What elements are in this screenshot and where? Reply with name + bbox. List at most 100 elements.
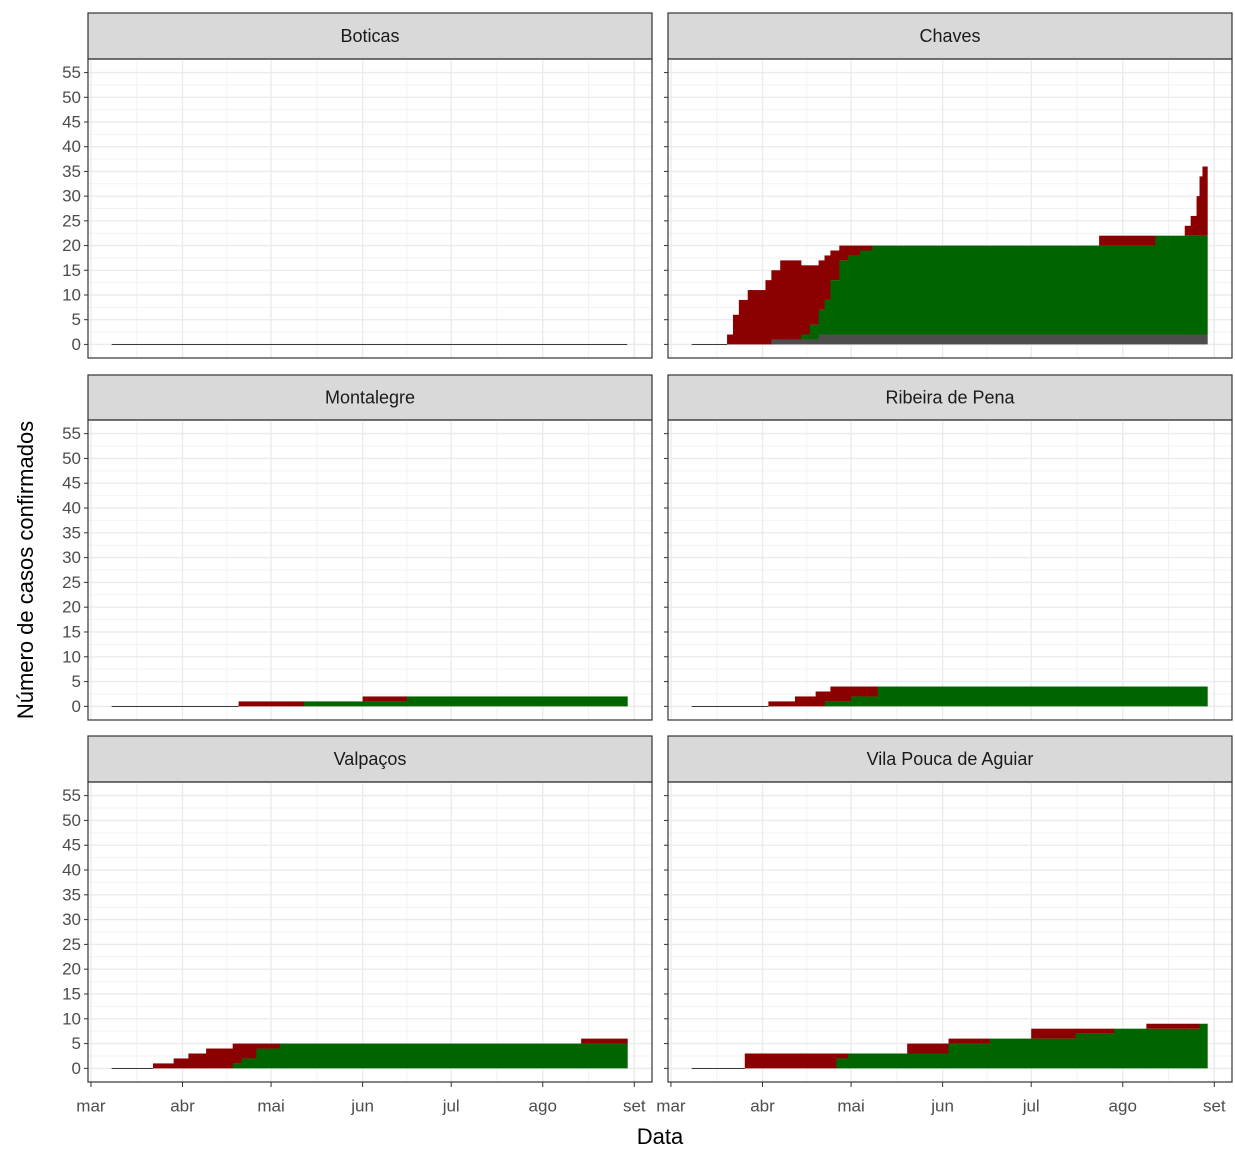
area-step — [1199, 334, 1203, 345]
y-tick-label: 0 — [72, 1059, 81, 1078]
area-step — [232, 1043, 243, 1064]
panel-border — [87, 419, 653, 721]
area-step — [581, 1038, 626, 1044]
y-tick-label: 0 — [72, 697, 81, 716]
area-step — [1202, 235, 1206, 335]
y-tick-label: 50 — [62, 811, 81, 830]
area-step — [256, 1043, 281, 1049]
area-step — [406, 696, 626, 707]
area-step — [1199, 1023, 1206, 1069]
y-tick-label: 10 — [62, 1009, 81, 1028]
y-tick-label: 20 — [62, 236, 81, 255]
y-tick-label: 40 — [62, 499, 81, 518]
area-step — [824, 691, 831, 702]
y-tick-label: 15 — [62, 984, 81, 1003]
area-step — [188, 1053, 207, 1069]
area-step — [771, 339, 781, 345]
area-step — [1099, 334, 1156, 345]
area-step — [1202, 334, 1206, 345]
area-step — [851, 696, 879, 707]
area-step — [871, 334, 1100, 345]
area-step — [1190, 235, 1198, 335]
area-step — [948, 1038, 991, 1044]
x-tick-label: ago — [529, 1096, 557, 1115]
area-step — [1146, 1028, 1201, 1069]
area-step — [871, 245, 1100, 335]
area-step — [780, 260, 802, 340]
area-step — [747, 290, 766, 345]
area-step — [839, 260, 849, 335]
area-step — [241, 1043, 257, 1059]
x-tick-label: jun — [930, 1096, 954, 1115]
area-step — [1190, 215, 1198, 236]
area-step — [818, 309, 826, 335]
area-step — [238, 701, 305, 707]
area-step — [907, 1053, 950, 1069]
area-step — [1196, 334, 1201, 345]
area-step — [1075, 1033, 1115, 1069]
area-step — [859, 334, 873, 345]
strip — [667, 12, 1233, 60]
y-tick-label: 55 — [62, 786, 81, 805]
area-step — [824, 299, 831, 335]
area-step — [1199, 235, 1203, 335]
area-step — [859, 250, 873, 335]
area-step — [1184, 225, 1192, 236]
area-step — [1196, 196, 1201, 236]
facet-title: Ribeira de Pena — [885, 387, 1015, 407]
area-step — [1099, 235, 1156, 246]
area-step — [1190, 334, 1198, 345]
y-tick-label: 40 — [62, 137, 81, 156]
area-step — [727, 334, 734, 345]
area-step — [948, 1043, 991, 1069]
area-step — [824, 334, 831, 345]
area-step — [1199, 176, 1203, 236]
area-step — [1202, 166, 1206, 236]
area-step — [800, 339, 811, 345]
area-step — [1205, 686, 1208, 707]
area-step — [1099, 245, 1156, 335]
area-step — [848, 255, 861, 335]
strip — [87, 12, 653, 60]
y-tick-label: 15 — [62, 622, 81, 641]
area-step — [839, 334, 849, 345]
y-tick-label: 10 — [62, 285, 81, 304]
area-step — [362, 701, 408, 707]
y-tick-label: 30 — [62, 548, 81, 567]
area-step — [581, 1043, 626, 1069]
area-step — [232, 1063, 243, 1069]
area-step — [1205, 235, 1208, 335]
panel-border — [667, 781, 1233, 1083]
area-step — [362, 696, 408, 702]
area-step — [848, 334, 861, 345]
y-tick-label: 50 — [62, 449, 81, 468]
x-tick-label: set — [1203, 1096, 1226, 1115]
area-step — [824, 255, 831, 300]
facet-title: Boticas — [340, 26, 399, 46]
facet-title: Montalegre — [325, 387, 415, 407]
y-tick-label: 55 — [62, 63, 81, 82]
area-step — [859, 245, 873, 251]
x-tick-label: jun — [350, 1096, 374, 1115]
y-tick-label: 40 — [62, 861, 81, 880]
area-step — [1155, 235, 1186, 335]
area-step — [1155, 334, 1186, 345]
area-step — [848, 245, 861, 256]
area-step — [1184, 334, 1192, 345]
area-step — [824, 701, 831, 707]
area-step — [765, 280, 772, 345]
y-tick-label: 35 — [62, 162, 81, 181]
area-step — [1205, 166, 1208, 236]
y-tick-label: 45 — [62, 836, 81, 855]
area-step — [836, 1053, 849, 1059]
area-step — [738, 299, 749, 345]
area-step — [839, 245, 849, 261]
y-tick-label: 55 — [62, 424, 81, 443]
area-step — [818, 260, 826, 310]
x-tick-label: mai — [257, 1096, 284, 1115]
x-axis-label: Data — [637, 1124, 684, 1149]
area-step — [851, 686, 879, 697]
area-step — [1113, 1028, 1147, 1069]
area-step — [279, 1043, 582, 1069]
